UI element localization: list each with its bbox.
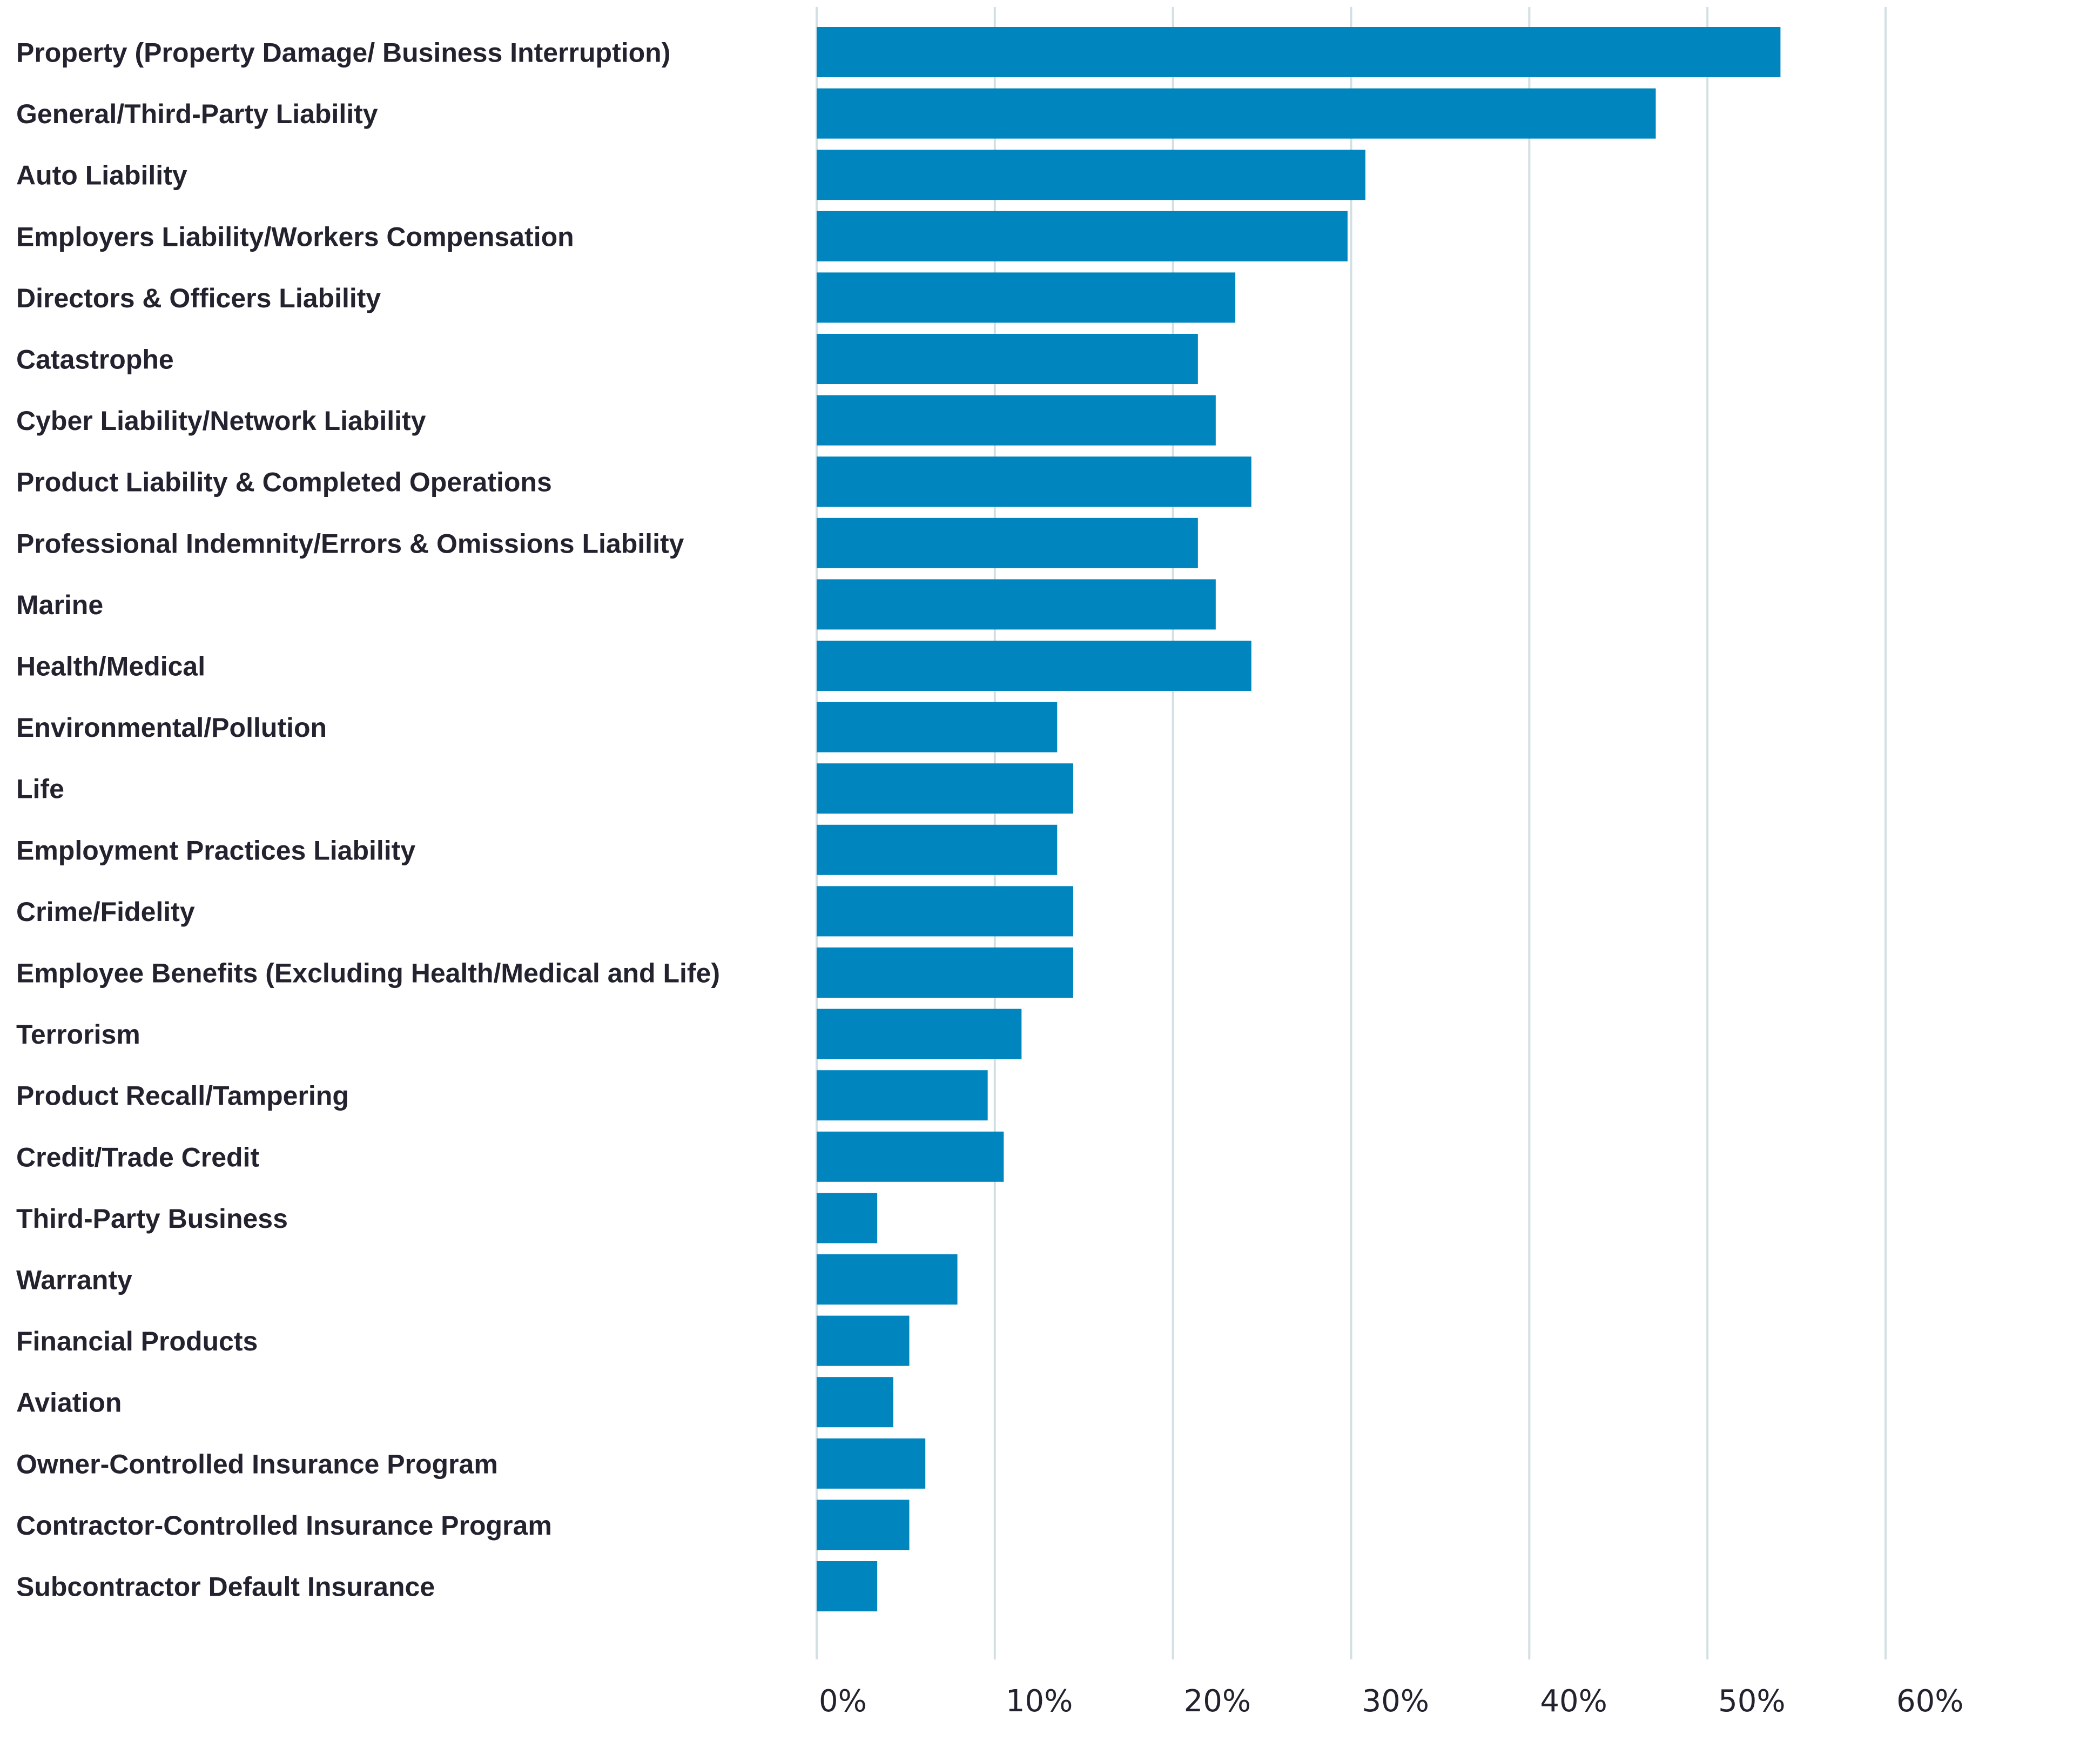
bar — [817, 1131, 1004, 1182]
bar — [817, 579, 1216, 630]
category-label: Property (Property Damage/ Business Inte… — [16, 38, 670, 68]
category-label: Employers Liability/Workers Compensation — [16, 221, 574, 252]
bar — [817, 1438, 926, 1489]
category-label: Professional Indemnity/Errors & Omission… — [16, 528, 684, 559]
category-label: Product Liability & Completed Operations — [16, 467, 552, 498]
category-label: Marine — [16, 590, 103, 620]
bar — [817, 1009, 1022, 1059]
bar — [817, 1070, 988, 1121]
category-label: Health/Medical — [16, 651, 205, 682]
bar — [817, 763, 1073, 814]
x-tick-label: 20% — [1184, 1684, 1251, 1719]
category-label: Crime/Fidelity — [16, 897, 195, 927]
x-tick-label: 10% — [1006, 1684, 1073, 1719]
x-tick-label: 50% — [1718, 1684, 1785, 1719]
category-label: Financial Products — [16, 1326, 258, 1356]
bars — [817, 27, 1781, 1611]
bar — [817, 272, 1236, 323]
category-label: Aviation — [16, 1388, 122, 1418]
bar — [817, 88, 1656, 139]
category-label: Catastrophe — [16, 345, 174, 375]
bar — [817, 1254, 958, 1305]
bar — [817, 702, 1058, 752]
x-tick-label: 40% — [1540, 1684, 1607, 1719]
x-tick-label: 0% — [819, 1684, 867, 1719]
bar — [817, 1315, 910, 1366]
bar — [817, 517, 1198, 568]
category-label: Employment Practices Liability — [16, 835, 415, 865]
bar — [817, 211, 1348, 261]
bar — [817, 886, 1073, 937]
x-axis-tick-labels: 0% 10% 20% 30% 40% 50% 60% — [819, 1684, 1963, 1719]
category-label: Subcontractor Default Insurance — [16, 1572, 435, 1602]
category-label: Environmental/Pollution — [16, 713, 327, 743]
bar — [817, 27, 1781, 77]
category-label: Directors & Officers Liability — [16, 283, 381, 313]
bar — [817, 1377, 893, 1428]
bar — [817, 641, 1251, 691]
category-label: Owner-Controlled Insurance Program — [16, 1449, 498, 1479]
bar — [817, 150, 1365, 200]
category-label: General/Third-Party Liability — [16, 99, 378, 129]
category-label: Credit/Trade Credit — [16, 1142, 259, 1172]
bar — [817, 395, 1216, 446]
x-tick-label: 30% — [1362, 1684, 1429, 1719]
category-label: Warranty — [16, 1265, 132, 1295]
bar — [817, 824, 1058, 875]
bar — [817, 1500, 910, 1550]
category-label: Employee Benefits (Excluding Health/Medi… — [16, 958, 720, 989]
bar — [817, 1193, 878, 1244]
category-label: Life — [16, 774, 64, 804]
category-labels: Property (Property Damage/ Business Inte… — [16, 38, 720, 1602]
x-tick-label: 60% — [1896, 1684, 1963, 1719]
bar — [817, 1561, 878, 1611]
category-label: Third-Party Business — [16, 1204, 288, 1234]
category-label: Cyber Liability/Network Liability — [16, 406, 426, 436]
bar — [817, 456, 1251, 507]
category-label: Product Recall/Tampering — [16, 1081, 349, 1111]
category-label: Contractor-Controlled Insurance Program — [16, 1510, 552, 1541]
bar — [817, 334, 1198, 384]
category-label: Auto Liability — [16, 160, 187, 191]
category-label: Terrorism — [16, 1019, 140, 1050]
bar — [817, 947, 1073, 998]
